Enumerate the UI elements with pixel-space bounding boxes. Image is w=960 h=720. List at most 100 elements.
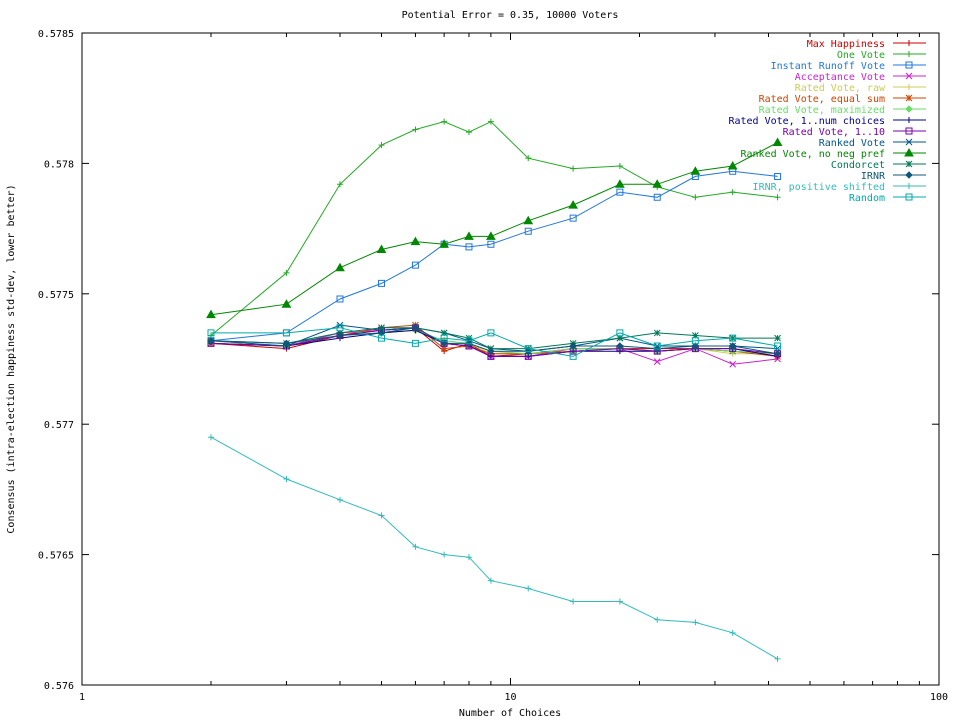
legend-marker <box>905 72 913 80</box>
data-point <box>692 619 699 626</box>
data-point <box>653 329 661 337</box>
data-point <box>439 239 449 248</box>
legend-label: Rated Vote, 1..10 <box>783 127 885 138</box>
legend-label: Acceptance Vote <box>795 72 885 83</box>
data-point <box>282 339 291 348</box>
data-point <box>440 339 448 347</box>
legend-marker <box>905 61 913 69</box>
legend-marker <box>906 84 912 90</box>
data-point <box>336 331 344 340</box>
legend-entry: Rated Vote, equal sum <box>759 94 926 105</box>
data-point <box>378 324 385 332</box>
data-point <box>281 299 292 308</box>
data-point <box>336 295 344 303</box>
data-point <box>487 347 495 355</box>
legend-label: Rated Vote, maximized <box>759 105 885 116</box>
legend-marker <box>905 138 913 146</box>
series-line <box>211 327 778 357</box>
data-point <box>440 345 448 352</box>
data-point <box>336 181 343 188</box>
legend-marker <box>906 117 912 123</box>
data-point <box>524 227 532 235</box>
data-point <box>335 262 345 272</box>
data-point <box>691 332 699 339</box>
legend-entry: Instant Runoff Vote <box>771 61 926 72</box>
data-point <box>410 236 421 246</box>
data-point <box>727 161 738 170</box>
data-point <box>616 342 624 350</box>
data-point <box>570 165 577 172</box>
series-2 <box>207 167 782 345</box>
data-point <box>568 200 578 209</box>
data-point <box>774 172 782 180</box>
x-axis-label: Number of Choices <box>459 708 561 719</box>
legend-entry: IRNR <box>861 171 926 182</box>
legend-entry: Rated Vote, maximized <box>759 105 926 116</box>
data-point <box>615 179 625 188</box>
data-point <box>441 551 448 558</box>
data-point <box>729 334 737 342</box>
series-line <box>210 436 778 660</box>
data-point <box>774 334 781 342</box>
legend-entry: Rated Vote, raw <box>795 83 926 94</box>
data-point <box>206 309 216 319</box>
data-point <box>569 342 577 350</box>
data-point <box>465 243 473 251</box>
legend-marker <box>905 193 913 201</box>
data-point <box>465 129 472 136</box>
series-12 <box>207 323 782 358</box>
data-point <box>525 155 532 162</box>
data-point <box>616 163 623 170</box>
data-point <box>774 350 782 358</box>
data-point <box>336 324 344 332</box>
data-point <box>440 334 448 342</box>
data-point <box>523 215 534 225</box>
legend-entry: Ranked Vote, no neg pref <box>741 147 926 160</box>
legend-marker <box>904 147 914 157</box>
series-14 <box>207 324 782 360</box>
legend-marker <box>905 94 913 102</box>
data-point <box>487 329 495 337</box>
data-point <box>441 118 448 125</box>
data-point <box>440 339 448 348</box>
series-13 <box>207 434 781 662</box>
legend-label: Ranked Vote, no neg pref <box>741 149 886 160</box>
legend-label: Condorcet <box>831 160 885 171</box>
x-tick-label: 100 <box>930 692 948 703</box>
data-point <box>464 231 474 240</box>
data-point <box>378 334 386 342</box>
data-point <box>729 629 736 636</box>
series-line <box>210 170 778 342</box>
y-tick-label: 0.5765 <box>38 551 74 562</box>
data-point <box>412 543 419 550</box>
data-point <box>487 118 494 125</box>
data-point <box>691 337 699 345</box>
axis-ticks: 0.576 0.5765 0.577 0.5775 0.578 0.5785 1 10 100 <box>38 29 948 703</box>
data-point <box>774 342 782 350</box>
data-point <box>616 598 623 605</box>
data-point <box>336 496 343 503</box>
data-point <box>729 360 737 368</box>
legend-label: IRNR, positive shifted <box>753 182 885 193</box>
legend-label: Ranked Vote <box>819 138 885 149</box>
data-point <box>525 585 532 592</box>
chart-title: Potential Error = 0.35, 10000 Voters <box>402 10 619 21</box>
data-point <box>652 179 663 188</box>
data-point <box>616 188 624 196</box>
data-point <box>772 137 783 147</box>
data-point <box>411 323 420 332</box>
legend-marker <box>906 51 912 57</box>
data-point <box>729 189 736 196</box>
data-point <box>207 329 215 337</box>
y-tick-label: 0.578 <box>44 159 74 170</box>
data-point <box>376 244 387 253</box>
data-point <box>569 352 577 360</box>
data-point <box>691 342 700 350</box>
data-point <box>653 358 661 365</box>
series-layer <box>206 118 783 662</box>
y-tick-label: 0.577 <box>44 420 74 431</box>
data-point <box>654 616 661 623</box>
data-point <box>465 554 472 561</box>
data-point <box>207 337 215 345</box>
